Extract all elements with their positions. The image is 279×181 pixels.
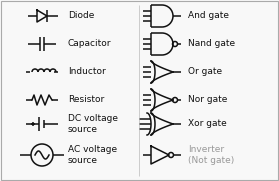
Text: Inverter
(Not gate): Inverter (Not gate) (188, 145, 234, 165)
Text: Xor gate: Xor gate (188, 119, 227, 129)
Text: Nor gate: Nor gate (188, 96, 227, 104)
Text: AC voltage
source: AC voltage source (68, 145, 117, 165)
Text: Or gate: Or gate (188, 68, 222, 77)
Text: DC voltage
source: DC voltage source (68, 114, 118, 134)
Text: Resistor: Resistor (68, 96, 104, 104)
Text: Diode: Diode (68, 12, 94, 20)
Text: Inductor: Inductor (68, 68, 106, 77)
Text: Nand gate: Nand gate (188, 39, 235, 49)
Text: And gate: And gate (188, 12, 229, 20)
Text: Capacitor: Capacitor (68, 39, 112, 49)
